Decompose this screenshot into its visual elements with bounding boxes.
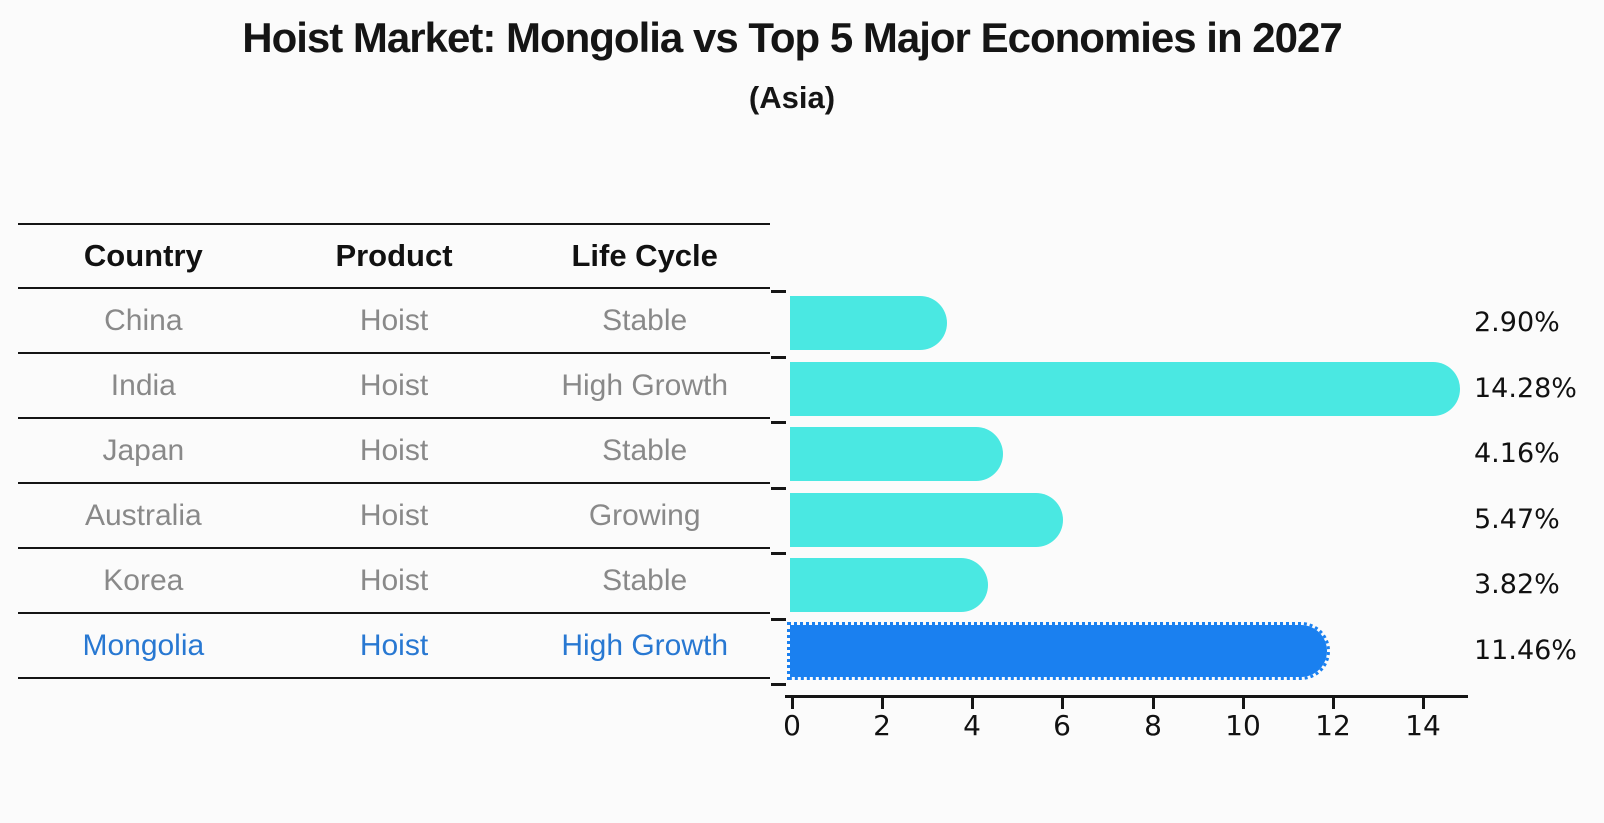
x-axis-tick-label: 12 bbox=[1315, 709, 1351, 742]
table-header-life-cycle: Life Cycle bbox=[571, 238, 718, 273]
table-cell-product: Hoist bbox=[359, 498, 429, 532]
table-header-product: Product bbox=[335, 238, 453, 273]
x-axis-tick bbox=[791, 698, 794, 709]
x-axis-tick bbox=[971, 698, 974, 709]
x-axis-tick bbox=[1061, 698, 1064, 709]
table-rows: China Hoist Stable India Hoist High Growth Jap… bbox=[18, 289, 770, 679]
table-header-row: Country Product Life Cycle bbox=[18, 223, 770, 289]
x-axis-tick bbox=[1422, 698, 1425, 709]
bar-value-label: 2.90% bbox=[1474, 307, 1560, 338]
y-axis-tick bbox=[771, 356, 786, 359]
table-cell-country: Japan bbox=[102, 433, 185, 467]
y-axis-tick bbox=[771, 290, 786, 293]
bar-value-label: 3.82% bbox=[1474, 569, 1560, 600]
x-axis-tick bbox=[1242, 698, 1245, 709]
bar-india bbox=[790, 362, 1460, 416]
x-axis-line bbox=[785, 695, 1468, 698]
table-cell-life-cycle: Stable bbox=[602, 433, 688, 467]
bar-value-label: 11.46% bbox=[1474, 635, 1577, 666]
bar-korea bbox=[790, 558, 988, 612]
table-cell-country: India bbox=[110, 368, 176, 402]
table-cell-country: Australia bbox=[84, 498, 202, 532]
table-row: Korea Hoist Stable bbox=[18, 549, 770, 614]
table-row: Japan Hoist Stable bbox=[18, 419, 770, 484]
y-axis-tick bbox=[771, 618, 786, 621]
y-axis-tick bbox=[771, 487, 786, 490]
bar-value-label: 14.28% bbox=[1474, 373, 1577, 404]
y-axis-tick bbox=[771, 683, 786, 686]
chart-title: Hoist Market: Mongolia vs Top 5 Major Ec… bbox=[242, 14, 1342, 61]
table-row: Mongolia Hoist High Growth bbox=[18, 614, 770, 679]
x-axis-tick bbox=[1332, 698, 1335, 709]
table-row: China Hoist Stable bbox=[18, 289, 770, 354]
table-row: Australia Hoist Growing bbox=[18, 484, 770, 549]
table-cell-country: Mongolia bbox=[82, 628, 205, 662]
table-cell-life-cycle: Stable bbox=[602, 563, 688, 597]
table-row: India Hoist High Growth bbox=[18, 354, 770, 419]
table-cell-product: Hoist bbox=[359, 368, 429, 402]
chart-subtitle: (Asia) bbox=[748, 80, 836, 115]
table-cell-product: Hoist bbox=[359, 433, 429, 467]
table-cell-life-cycle: High Growth bbox=[561, 368, 729, 402]
bar-australia bbox=[790, 493, 1063, 547]
table-cell-product: Hoist bbox=[359, 628, 429, 662]
table-header-country: Country bbox=[83, 238, 203, 273]
x-axis-tick-label: 4 bbox=[963, 709, 981, 742]
x-axis-tick-label: 2 bbox=[873, 709, 891, 742]
x-axis-tick-label: 10 bbox=[1225, 709, 1261, 742]
y-axis-tick bbox=[771, 552, 786, 555]
bar-china bbox=[790, 296, 947, 350]
x-axis-tick-label: 8 bbox=[1144, 709, 1162, 742]
x-axis-tick bbox=[881, 698, 884, 709]
table-cell-life-cycle: High Growth bbox=[561, 628, 729, 662]
bar-value-label: 5.47% bbox=[1474, 504, 1560, 535]
y-axis-tick bbox=[771, 421, 786, 424]
bar-japan bbox=[790, 427, 1003, 481]
table-cell-product: Hoist bbox=[359, 303, 429, 337]
bar-mongolia bbox=[787, 622, 1330, 680]
x-axis-tick-label: 0 bbox=[783, 709, 801, 742]
table-cell-life-cycle: Growing bbox=[588, 498, 701, 532]
table-cell-product: Hoist bbox=[359, 563, 429, 597]
x-axis-tick-label: 14 bbox=[1405, 709, 1441, 742]
bar-value-label: 4.16% bbox=[1474, 438, 1560, 469]
table-cell-country: Korea bbox=[103, 563, 184, 597]
country-table: Country Product Life Cycle China Hoist Sta… bbox=[18, 223, 770, 679]
table-cell-country: China bbox=[104, 303, 183, 337]
x-axis-tick-label: 6 bbox=[1053, 709, 1071, 742]
x-axis-tick bbox=[1152, 698, 1155, 709]
table-cell-life-cycle: Stable bbox=[602, 303, 688, 337]
